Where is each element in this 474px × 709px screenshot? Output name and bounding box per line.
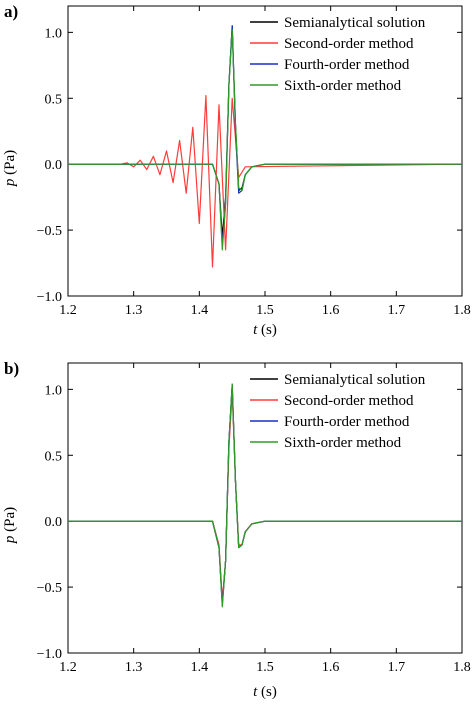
- panel-b-label: b): [4, 359, 19, 378]
- panel-b-series-lines: [68, 383, 462, 608]
- legend-label: Semianalytical solution: [284, 372, 426, 388]
- x-tick-label: 1.4: [191, 660, 209, 675]
- y-tick-label: −0.5: [37, 581, 62, 596]
- legend-label: Second-order method: [284, 393, 414, 409]
- panel-a-series-lines: [68, 25, 463, 268]
- x-tick-label: 1.8: [453, 660, 471, 675]
- panel-b-x-axis-label: t (s): [253, 684, 277, 700]
- x-tick-label: 1.2: [59, 303, 77, 318]
- legend-label: Second-order method: [284, 36, 414, 52]
- panel-a-legend: Semianalytical solution Second-order meth…: [250, 15, 426, 94]
- panel-b-ticks: 1.2 1.3 1.4 1.5 1.6 1.7 1.8 1.0 0.5 0.0 −0.5 −1.0: [37, 363, 471, 675]
- panel-b: b) 1.2 1.3 1.4 1.5 1.6 1.7 1.8 1.0 0.5 0.0 −0.5 −1.…: [2, 359, 471, 700]
- y-tick-label: 0.0: [45, 158, 63, 173]
- panel-a-y-axis-label: p (Pa): [2, 150, 18, 187]
- x-tick-label: 1.5: [256, 303, 274, 318]
- x-tick-label: 1.2: [59, 660, 77, 675]
- x-tick-label: 1.3: [125, 660, 143, 675]
- y-tick-label: 0.0: [45, 515, 63, 530]
- legend-label: Fourth-order method: [284, 57, 410, 73]
- x-tick-label: 1.4: [191, 303, 209, 318]
- panel-a: a) 1.2 1.3 1.4 1.5 1.6 1.7 1.8 1.0 0.5 0.0 −0.5 −1.…: [2, 2, 471, 338]
- panel-b-y-axis-label: p (Pa): [2, 507, 18, 544]
- panel-a-x-axis-label: t (s): [253, 322, 277, 338]
- legend-label: Fourth-order method: [284, 414, 410, 430]
- x-tick-label: 1.8: [453, 303, 471, 318]
- x-tick-label: 1.7: [388, 303, 406, 318]
- y-tick-label: 0.5: [45, 92, 63, 107]
- y-tick-label: 0.5: [45, 449, 63, 464]
- series-line-sixth-order-method: [68, 29, 462, 251]
- x-tick-label: 1.7: [388, 660, 406, 675]
- y-tick-label: −1.0: [37, 647, 62, 662]
- legend-label: Semianalytical solution: [284, 15, 426, 31]
- y-tick-label: 1.0: [45, 26, 63, 41]
- series-line-second-order-method: [68, 94, 463, 268]
- y-tick-label: −1.0: [37, 290, 62, 305]
- x-tick-label: 1.3: [125, 303, 143, 318]
- panel-a-ticks: 1.2 1.3 1.4 1.5 1.6 1.7 1.8 1.0 0.5 0.0 −0.5 −1.0: [37, 6, 471, 318]
- x-tick-label: 1.6: [322, 660, 340, 675]
- x-tick-label: 1.5: [256, 660, 274, 675]
- panel-a-label: a): [4, 2, 18, 21]
- legend-label: Sixth-order method: [284, 78, 402, 94]
- x-tick-label: 1.6: [322, 303, 340, 318]
- y-tick-label: 1.0: [45, 383, 63, 398]
- panel-b-legend: Semianalytical solution Second-order meth…: [250, 372, 426, 451]
- series-line-sixth-order-method: [68, 383, 462, 608]
- legend-label: Sixth-order method: [284, 435, 402, 451]
- y-tick-label: −0.5: [37, 224, 62, 239]
